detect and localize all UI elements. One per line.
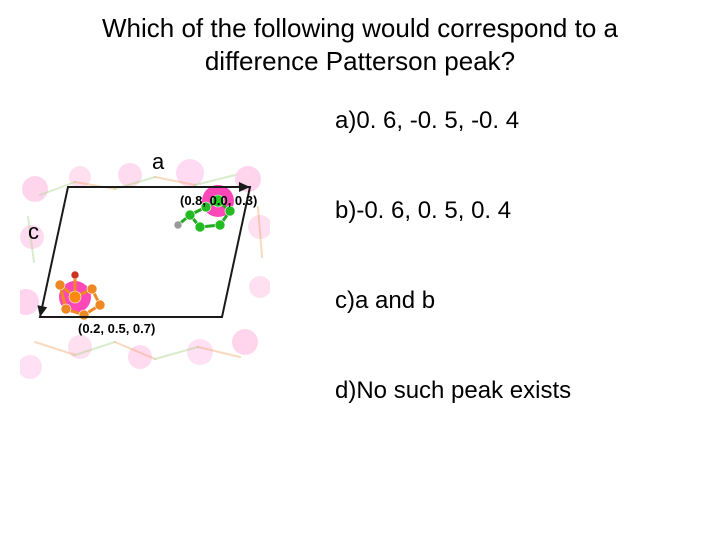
option-a: a)0. 6, -0. 5, -0. 4 bbox=[335, 107, 571, 135]
option-c: c)a and b bbox=[335, 287, 571, 315]
answer-options: a)0. 6, -0. 5, -0. 4 b)-0. 6, 0. 5, 0. 4… bbox=[335, 107, 571, 405]
axis-label-a: a bbox=[152, 149, 164, 175]
coordinate-label-bottom: (0.2, 0.5, 0.7) bbox=[78, 321, 155, 336]
title-line-2: difference Patterson peak? bbox=[205, 46, 515, 76]
option-b: b)-0. 6, 0. 5, 0. 4 bbox=[335, 197, 571, 225]
option-d: d)No such peak exists bbox=[335, 377, 571, 405]
coordinate-label-top: (0.8, 0.0, 0.3) bbox=[180, 193, 257, 208]
content-area: a c (0.8, 0.0, 0.3) (0.2, 0.5, 0.7) a)0.… bbox=[0, 77, 720, 527]
question-title: Which of the following would correspond … bbox=[0, 0, 720, 77]
crystal-diagram bbox=[20, 157, 270, 387]
diagram-container: a c (0.8, 0.0, 0.3) (0.2, 0.5, 0.7) bbox=[20, 157, 270, 387]
title-line-1: Which of the following would correspond … bbox=[102, 13, 618, 43]
axis-label-c: c bbox=[28, 219, 39, 245]
